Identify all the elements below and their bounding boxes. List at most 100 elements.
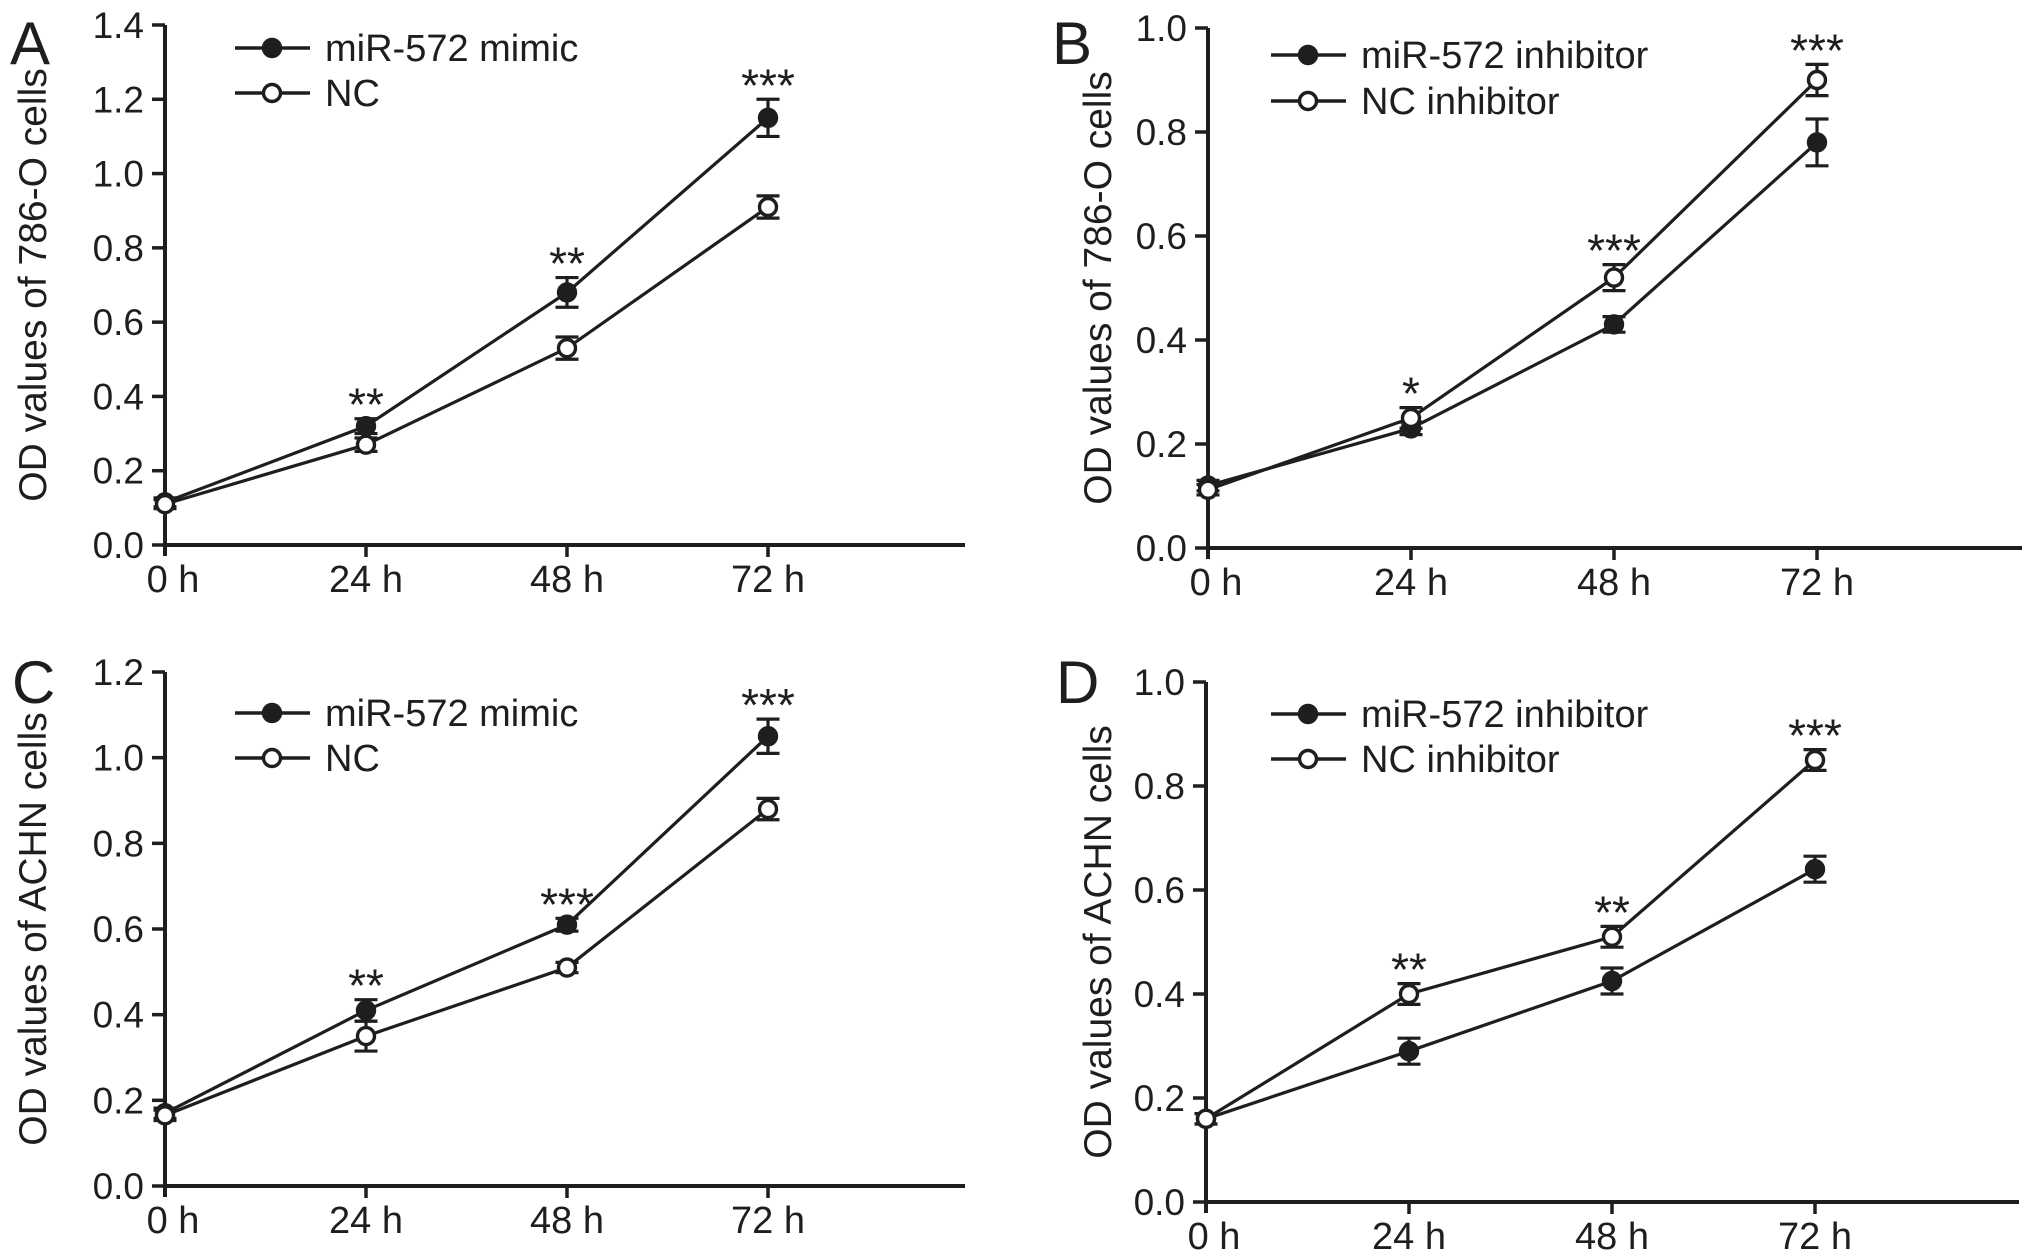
x-tick-label: 72 h xyxy=(731,1200,805,1242)
significance-marker: * xyxy=(1402,368,1420,420)
y-tick-label: 1.0 xyxy=(1134,662,1185,703)
y-tick-label: 0.4 xyxy=(1134,974,1185,1015)
y-tick-label: 0.8 xyxy=(1134,766,1185,807)
y-tick-label: 0.0 xyxy=(1136,528,1187,569)
y-axis-title: OD values of 786-O cells xyxy=(12,68,55,502)
panel-letter: B xyxy=(1052,10,1092,77)
panel-B: 0.0 0.2 0.4 0.6 0.8 1.0 0 h 24 h 48 h 72 h OD valu… xyxy=(1016,0,2032,630)
significance-marker: *** xyxy=(1790,24,1844,76)
series-line-nc xyxy=(164,807,769,1117)
data-point-open-circle xyxy=(355,434,377,455)
chart-C-proliferation-ACHN-mimic: 0.0 0.2 0.4 0.6 0.8 1.0 1.2 0 h 24 h 48 h 72 h OD v… xyxy=(12,649,965,1242)
data-point-filled-circle xyxy=(1601,970,1623,992)
legend-label: miR-572 mimic xyxy=(325,28,578,70)
x-tick-label: 72 h xyxy=(731,559,805,601)
data-point-open-circle xyxy=(154,1105,176,1126)
panel-letter: A xyxy=(10,10,50,77)
data-point-open-circle xyxy=(556,957,578,978)
significance-marker: ** xyxy=(1594,886,1630,938)
x-tick-label: 48 h xyxy=(1575,1216,1649,1258)
data-point-open-circle xyxy=(1400,407,1422,429)
legend-marker-open-circle xyxy=(1297,748,1319,770)
x-tick-label: 0 h xyxy=(147,559,200,601)
series-line-mir-572-mimic xyxy=(164,116,770,504)
x-tick-label: 24 h xyxy=(1374,562,1448,604)
legend-marker-open-circle xyxy=(261,747,283,769)
data-point-open-circle xyxy=(1195,1108,1217,1129)
y-tick-label: 0.8 xyxy=(1136,112,1187,153)
legend-label: NC inhibitor xyxy=(1361,81,1560,123)
legend-label: NC inhibitor xyxy=(1361,739,1560,781)
data-point-open-circle xyxy=(1603,267,1625,288)
legend-label: miR-572 mimic xyxy=(325,693,578,735)
y-tick-label: 1.2 xyxy=(93,79,144,120)
panel-A: 0.0 0.2 0.4 0.6 0.8 1.0 1.2 1.4 0 h 24 h 48 h 72 h O… xyxy=(0,0,1016,630)
data-point-open-circle xyxy=(1398,983,1420,1005)
series-line-mir-572-mimic xyxy=(164,735,770,1115)
y-tick-label: 1.2 xyxy=(93,652,144,693)
y-tick-label: 0.2 xyxy=(93,1080,144,1121)
x-tick-label: 0 h xyxy=(147,1200,200,1242)
y-tick-label: 0.0 xyxy=(1134,1182,1185,1223)
legend-marker-filled-circle xyxy=(261,702,283,724)
y-tick-label: 0.6 xyxy=(1134,870,1185,911)
x-tick-label: 0 h xyxy=(1190,562,1243,604)
y-tick-label: 0.8 xyxy=(93,823,144,864)
data-point-open-circle xyxy=(1601,926,1623,947)
y-tick-label: 0.0 xyxy=(93,1166,144,1207)
data-point-filled-circle xyxy=(757,726,779,747)
significance-marker: ** xyxy=(1391,944,1427,996)
y-tick-label: 0.2 xyxy=(1134,1078,1185,1119)
data-point-filled-circle xyxy=(1603,314,1625,335)
y-tick-label: 0.6 xyxy=(93,302,144,343)
significance-marker: *** xyxy=(1587,225,1641,277)
y-tick-label: 0.8 xyxy=(93,228,144,269)
data-point-open-circle xyxy=(1806,69,1828,91)
chart-D-proliferation-ACHN-inhibitor: 0.0 0.2 0.4 0.6 0.8 1.0 0 h 24 h 48 h 72 h OD valu… xyxy=(1056,649,2019,1258)
data-point-filled-circle xyxy=(1398,1041,1420,1062)
data-point-filled-circle xyxy=(355,1000,377,1021)
series-line-nc-inhibitor xyxy=(1207,78,1819,492)
significance-marker: *** xyxy=(741,59,795,111)
chart-A-proliferation-786O-mimic: 0.0 0.2 0.4 0.6 0.8 1.0 1.2 1.4 0 h 24 h 48 h 72 h O… xyxy=(10,5,965,601)
y-tick-label: 1.0 xyxy=(1136,8,1187,49)
x-tick-label: 48 h xyxy=(530,559,604,601)
x-tick-label: 72 h xyxy=(1780,562,1854,604)
x-tick-label: 24 h xyxy=(1372,1216,1446,1258)
data-point-open-circle xyxy=(757,196,779,218)
y-axis-title: OD values of 786-O cells xyxy=(1077,71,1120,505)
y-tick-label: 0.4 xyxy=(93,995,144,1036)
significance-marker: *** xyxy=(741,679,795,731)
series-line-nc xyxy=(164,205,769,506)
x-tick-label: 48 h xyxy=(530,1200,604,1242)
y-tick-label: 0.2 xyxy=(1136,424,1187,465)
legend-marker-open-circle xyxy=(261,82,283,104)
legend-label: NC xyxy=(325,738,380,780)
legend-label: miR-572 inhibitor xyxy=(1361,35,1649,77)
y-tick-label: 0.2 xyxy=(93,451,144,492)
y-tick-label: 0.6 xyxy=(1136,216,1187,257)
chart-B-proliferation-786O-inhibitor: 0.0 0.2 0.4 0.6 0.8 1.0 0 h 24 h 48 h 72 h OD valu… xyxy=(1052,8,2022,604)
data-point-filled-circle xyxy=(1804,858,1826,880)
y-axis-title: OD values of ACHN cells xyxy=(1077,725,1120,1158)
y-tick-label: 1.0 xyxy=(93,738,144,779)
data-point-filled-circle xyxy=(556,914,578,935)
panel-C: 0.0 0.2 0.4 0.6 0.8 1.0 1.2 0 h 24 h 48 h 72 h OD v… xyxy=(0,629,1016,1259)
x-tick-label: 72 h xyxy=(1778,1216,1852,1258)
legend-marker-open-circle xyxy=(1297,90,1319,112)
x-tick-label: 0 h xyxy=(1188,1216,1241,1258)
significance-marker: ** xyxy=(348,960,384,1012)
significance-marker: ** xyxy=(549,238,585,290)
data-point-open-circle xyxy=(355,1025,377,1047)
legend-marker-filled-circle xyxy=(1297,44,1319,66)
x-tick-label: 24 h xyxy=(329,1200,403,1242)
data-point-filled-circle xyxy=(556,282,578,303)
data-point-open-circle xyxy=(757,798,779,820)
significance-marker: *** xyxy=(1788,710,1842,762)
panel-letter: C xyxy=(12,649,55,716)
y-tick-label: 0.0 xyxy=(93,525,144,566)
data-point-filled-circle xyxy=(757,107,779,129)
significance-marker: ** xyxy=(348,379,384,431)
legend-label: NC xyxy=(325,73,380,115)
